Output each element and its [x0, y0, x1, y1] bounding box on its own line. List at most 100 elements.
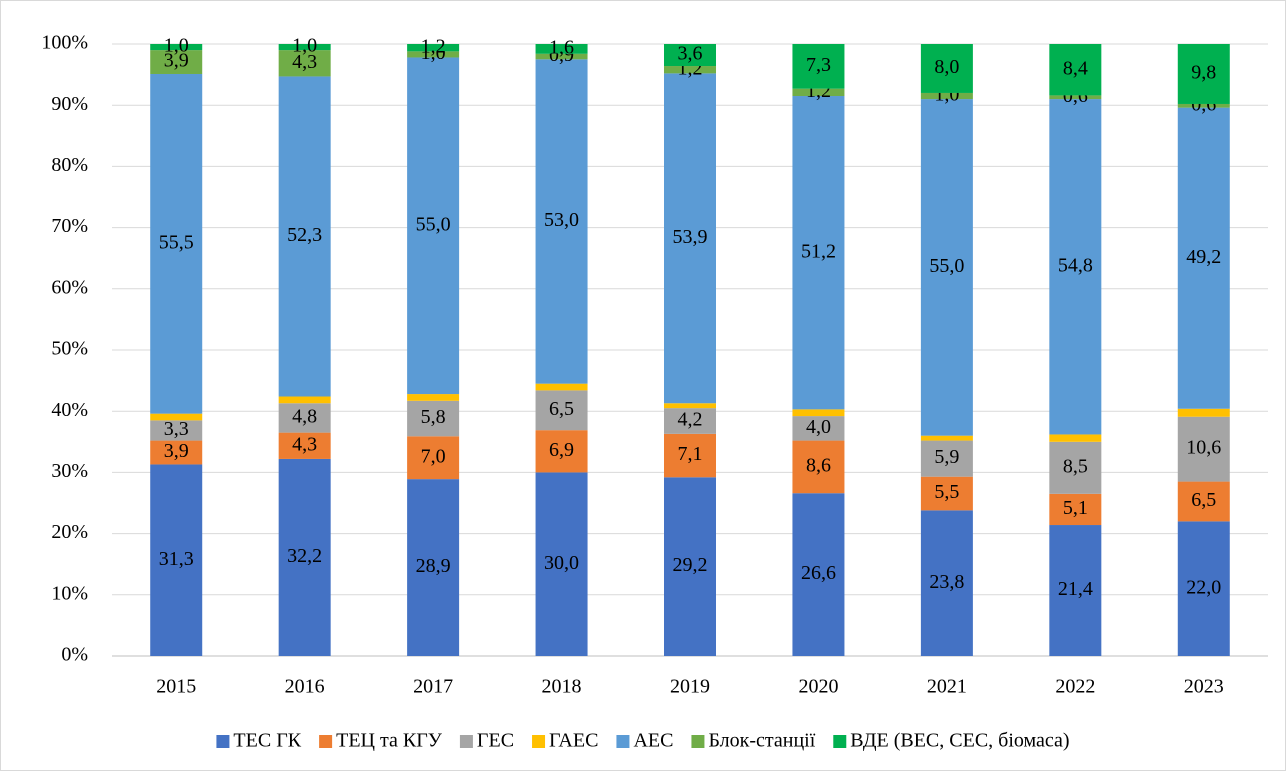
- bar-segment: [1177, 481, 1230, 522]
- bar-segment: [792, 96, 845, 410]
- x-tick-label: 2021: [927, 676, 967, 698]
- bar-segment: [920, 99, 973, 436]
- bar-segment: [664, 73, 716, 404]
- bar-segment: [535, 472, 588, 656]
- y-tick-label: 80%: [51, 154, 88, 176]
- bar-segment: [150, 440, 203, 465]
- bar-segment: [407, 57, 460, 395]
- bar-segment: [920, 92, 973, 100]
- legend-swatch: [216, 735, 230, 748]
- data-label: 53,0: [544, 209, 579, 231]
- legend-swatch: [833, 735, 847, 748]
- legend-swatch: [459, 735, 473, 748]
- legend-swatch: [532, 735, 546, 748]
- x-tick-label: 2022: [1055, 676, 1095, 698]
- bar-segment: [920, 44, 973, 93]
- bar-segment: [535, 430, 588, 473]
- data-label: 52,3: [287, 224, 322, 246]
- legend-label: ВДЕ (ВЕС, СЕС, біомаса): [850, 730, 1069, 752]
- legend-swatch: [616, 735, 630, 748]
- data-label: 6,5: [549, 398, 574, 420]
- data-label: 9,8: [1191, 62, 1216, 84]
- bar-segment: [407, 51, 460, 58]
- bar-segment: [1177, 416, 1230, 482]
- legend-label: Блок-станції: [708, 730, 815, 752]
- legend-label: ГЕС: [477, 730, 514, 752]
- bar-segment: [1049, 95, 1102, 100]
- bar-segment: [664, 66, 716, 74]
- y-tick-label: 20%: [51, 521, 88, 543]
- data-label: 8,6: [806, 454, 831, 476]
- bar-segment: [664, 477, 716, 656]
- legend-swatch: [319, 735, 333, 748]
- bar-segment: [278, 396, 331, 404]
- y-tick-label: 10%: [51, 582, 88, 604]
- bar-segment: [792, 440, 845, 494]
- bar-segment: [278, 432, 331, 459]
- bar-segment: [664, 408, 716, 434]
- bar-segment: [1049, 99, 1102, 435]
- data-label: 8,0: [934, 56, 959, 78]
- data-label: 4,3: [292, 433, 317, 455]
- y-tick-label: 50%: [51, 338, 88, 360]
- data-label: 10,6: [1186, 437, 1221, 459]
- bar-segment: [920, 476, 973, 511]
- bar-segment: [278, 458, 331, 656]
- legend-label: ТЕС ГК: [233, 730, 301, 752]
- data-label: 8,5: [1063, 455, 1088, 477]
- bar-segment: [1177, 107, 1230, 409]
- bar-segment: [920, 435, 973, 441]
- bar-segment: [792, 416, 845, 441]
- bar-segment: [407, 479, 460, 656]
- y-tick-label: 100%: [41, 32, 88, 54]
- bar-segment: [920, 440, 973, 477]
- y-tick-label: 70%: [51, 215, 88, 237]
- data-label: 23,8: [929, 571, 964, 593]
- data-label: 6,5: [1191, 489, 1216, 511]
- data-label: 5,8: [421, 406, 446, 428]
- data-label: 5,5: [934, 481, 959, 503]
- data-label: 55,5: [159, 231, 194, 253]
- bar-segment: [1049, 493, 1102, 526]
- bar-segment: [1049, 44, 1102, 96]
- data-label: 55,0: [416, 213, 451, 235]
- bar-segment: [407, 436, 460, 480]
- bar-segment: [792, 88, 845, 97]
- bar-segment: [150, 413, 203, 421]
- x-tick-label: 2023: [1184, 676, 1224, 698]
- bar-segment: [1049, 434, 1102, 442]
- data-label: 1,6: [549, 36, 574, 58]
- data-label: 3,9: [164, 440, 189, 462]
- legend-label: ГАЕС: [549, 730, 598, 752]
- bar-segment: [535, 59, 588, 384]
- y-tick-label: 40%: [51, 399, 88, 421]
- bar-segment: [1049, 441, 1102, 494]
- data-label: 28,9: [416, 555, 451, 577]
- data-label: 29,2: [673, 554, 708, 576]
- data-label: 1,0: [292, 35, 317, 57]
- bar-segment: [407, 394, 460, 401]
- data-label: 3,9: [164, 50, 189, 72]
- legend-swatch: [691, 735, 705, 748]
- bar-segment: [535, 390, 588, 431]
- data-label: 3,3: [164, 418, 189, 440]
- data-label: 1,2: [421, 35, 446, 57]
- data-label: 32,2: [287, 545, 322, 567]
- data-label: 55,0: [929, 255, 964, 277]
- bar-segment: [792, 44, 845, 89]
- bar-segment: [150, 464, 203, 656]
- bar-segment: [535, 53, 588, 60]
- data-label: 49,2: [1186, 246, 1221, 268]
- bar-segment: [150, 44, 203, 51]
- bar-segment: [278, 50, 331, 77]
- data-label: 4,0: [806, 416, 831, 438]
- bar-segment: [920, 510, 973, 656]
- y-tick-label: 30%: [51, 460, 88, 482]
- bar-segment: [150, 73, 203, 414]
- bar-segment: [407, 400, 460, 437]
- data-label: 4,8: [292, 406, 317, 428]
- data-label: 7,3: [806, 54, 831, 76]
- data-label: 5,1: [1063, 497, 1088, 519]
